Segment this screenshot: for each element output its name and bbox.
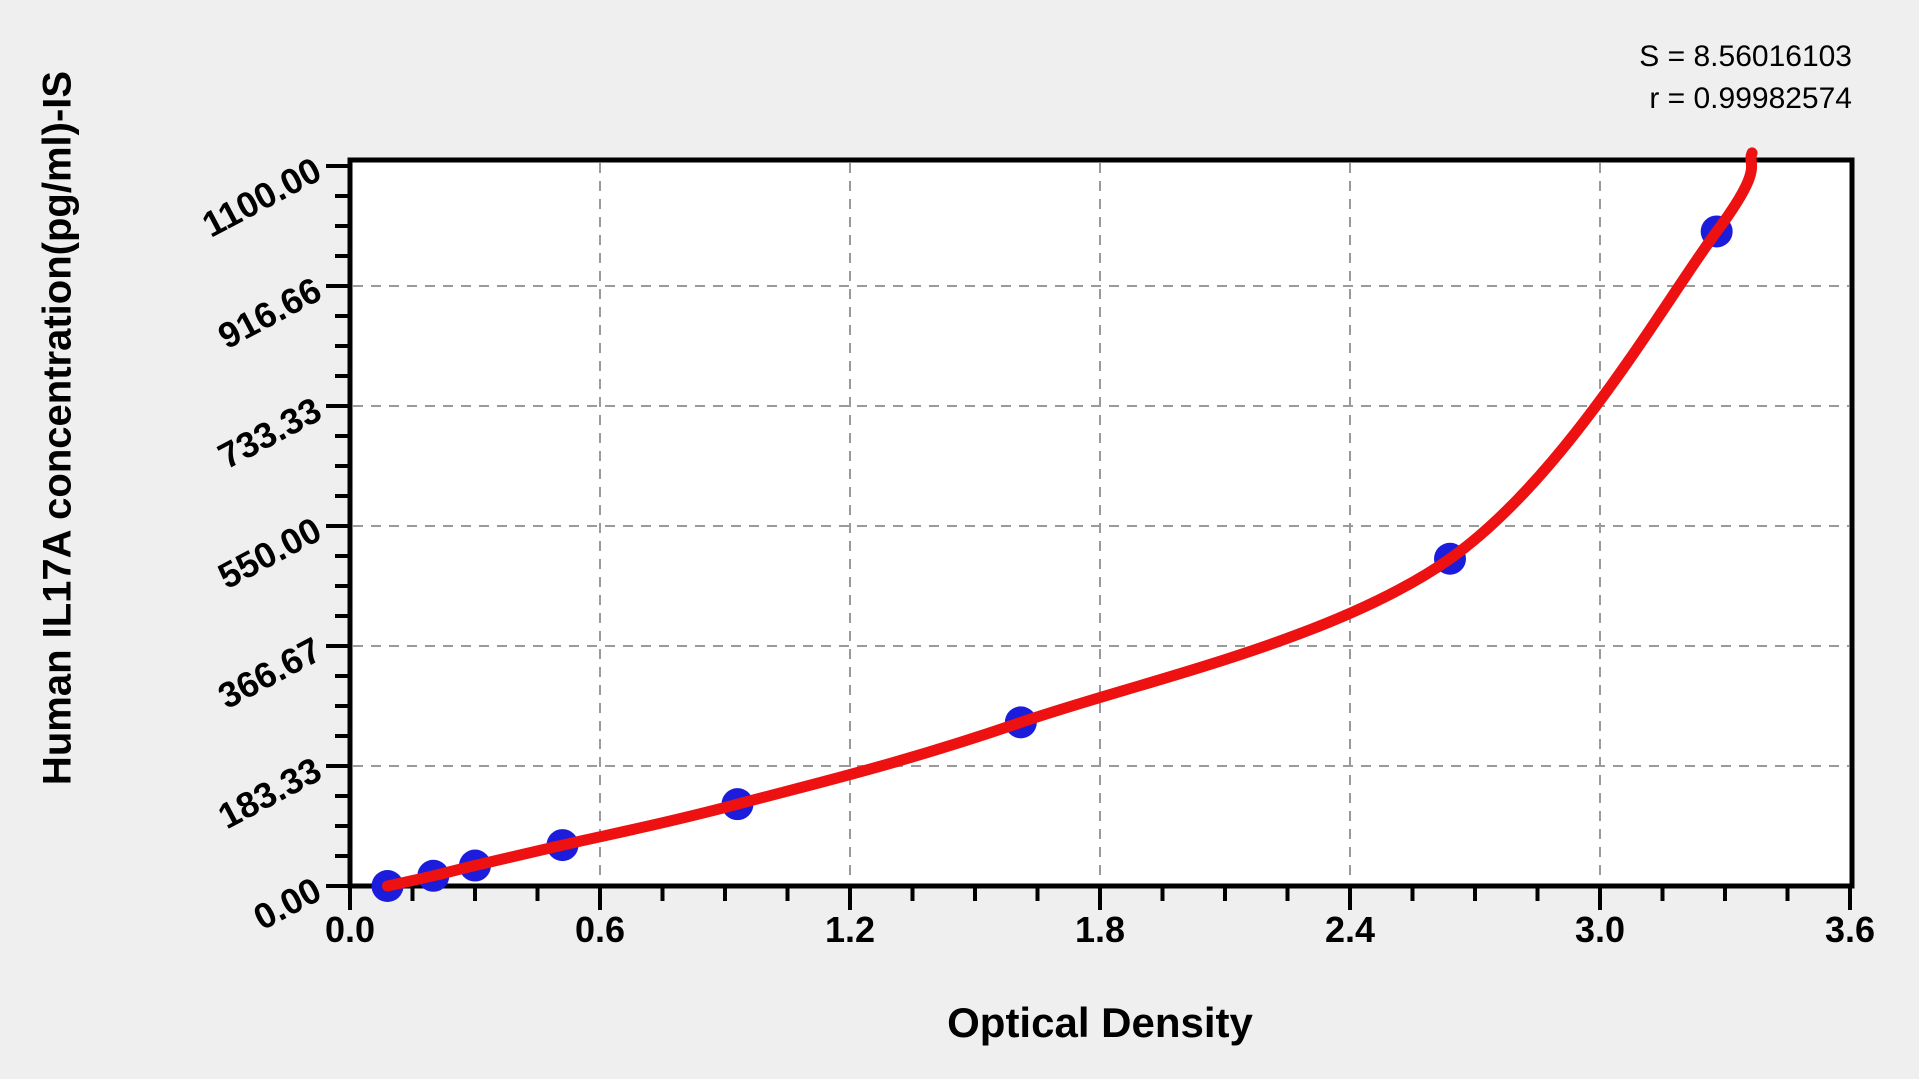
y-tick-label: 183.33 <box>211 749 327 837</box>
x-axis-title: Optical Density <box>947 999 1253 1046</box>
x-tick-label: 0.0 <box>325 909 375 950</box>
fit-statistics: S = 8.56016103 r = 0.99982574 <box>1639 36 1852 120</box>
y-tick-label: 0.00 <box>247 869 328 938</box>
x-tick-label: 1.8 <box>1075 909 1125 950</box>
s-value-label: S = 8.56016103 <box>1639 40 1852 73</box>
x-tick-label: 1.2 <box>825 909 875 950</box>
y-tick-labels: 0.00 183.33 366.67 550.00 733.33 916.66 1100.0… <box>195 149 327 938</box>
axis-ticks <box>326 164 1852 910</box>
x-tick-label: 0.6 <box>575 909 625 950</box>
y-tick-label: 550.00 <box>211 509 327 597</box>
y-tick-label: 366.67 <box>211 629 327 717</box>
r-value-label: r = 0.99982574 <box>1649 82 1852 115</box>
x-tick-label: 3.6 <box>1825 909 1875 950</box>
y-tick-label: 1100.00 <box>195 149 327 245</box>
fit-curve <box>382 147 1758 892</box>
x-tick-label: 3.0 <box>1575 909 1625 950</box>
y-tick-label: 733.33 <box>211 389 327 477</box>
x-tick-label: 2.4 <box>1325 909 1375 950</box>
y-axis-title: Human IL17A concentration(pg/ml)-IS <box>35 70 80 786</box>
y-tick-label: 916.66 <box>211 269 327 357</box>
x-tick-labels: 0.0 0.6 1.2 1.8 2.4 3.0 3.6 <box>325 909 1875 950</box>
